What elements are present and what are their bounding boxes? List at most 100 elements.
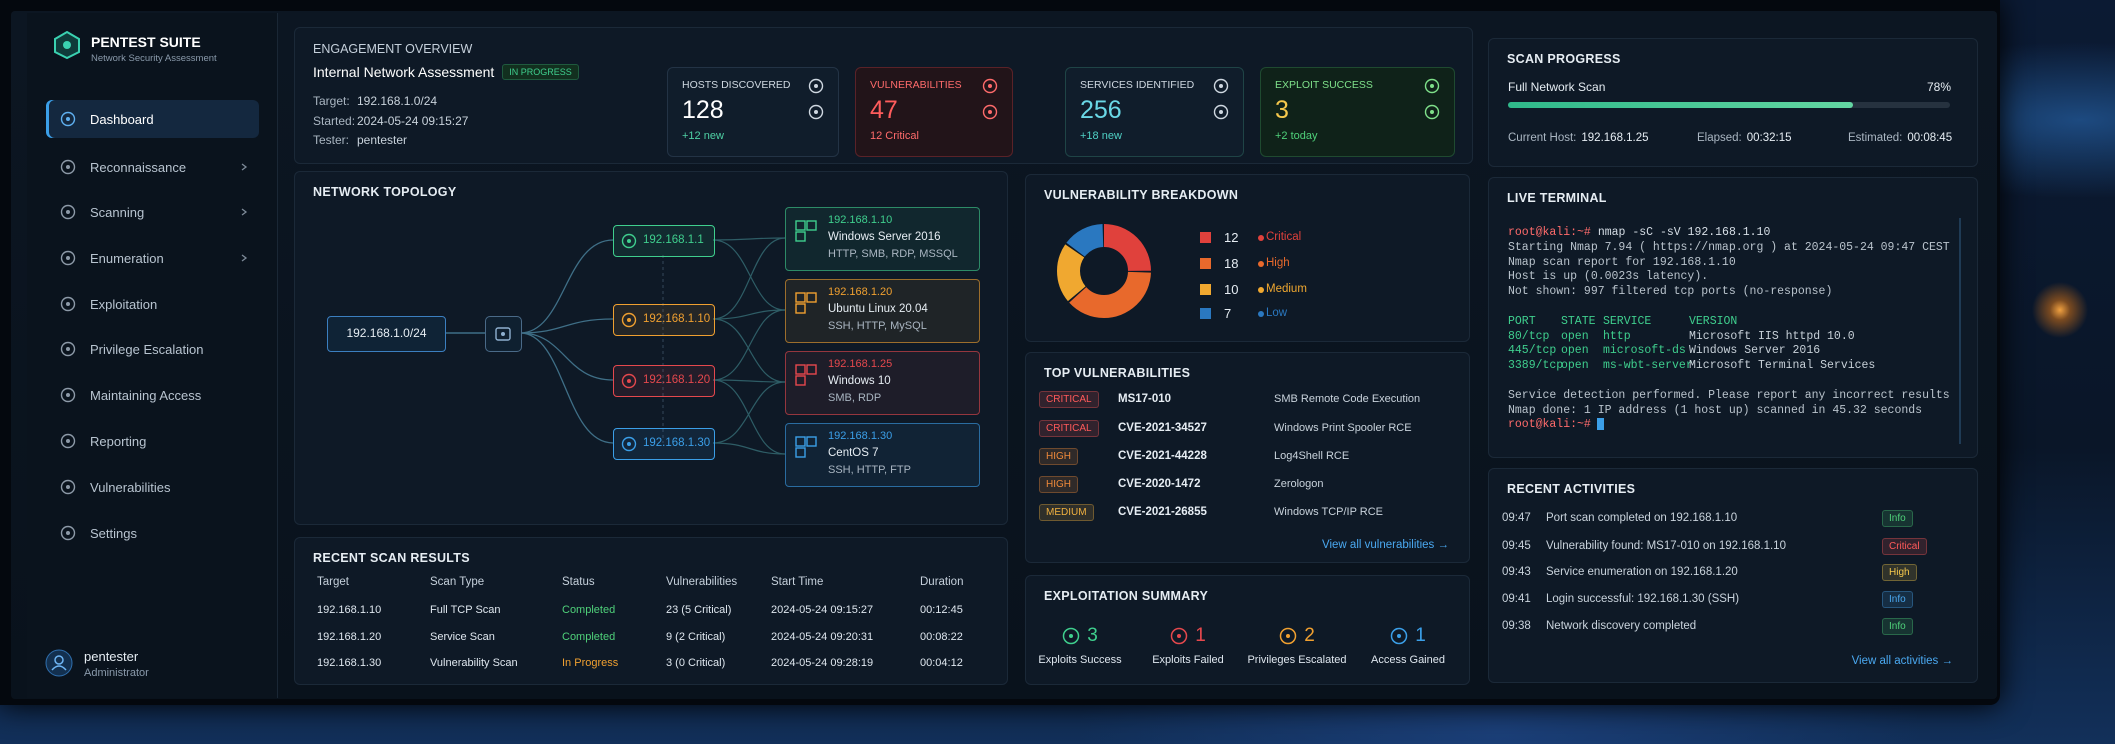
legend-count: 7 xyxy=(1224,306,1232,321)
recent-scans: RECENT SCAN RESULTS Target Scan Type Status… xyxy=(294,537,1008,685)
column-header: Vulnerabilities xyxy=(666,576,738,588)
progress-detail: Estimated: 00:08:45 xyxy=(1848,132,1952,144)
legend-label: Medium xyxy=(1266,283,1307,295)
nav-item[interactable]: Enumeration xyxy=(46,239,259,277)
icon-shape xyxy=(795,292,806,303)
link xyxy=(519,332,614,381)
gateway-node: 192.168.1.30 xyxy=(613,428,715,460)
icon-dot xyxy=(66,256,70,260)
panel-title: NETWORK TOPOLOGY xyxy=(313,185,457,199)
host-os: CentOS 7 xyxy=(828,447,879,459)
vuln-id: CVE-2021-26855 xyxy=(1118,506,1207,518)
stat-card: HOSTS DISCOVERED 128 +12 new xyxy=(667,67,839,157)
exploit-stat: 2 xyxy=(1242,625,1352,647)
nav-item[interactable]: Scanning xyxy=(46,193,259,231)
field-label: Tester: xyxy=(313,133,350,147)
host-node: 192.168.1.30 CentOS 7 SSH, HTTP, FTP xyxy=(785,423,980,487)
view-all-link[interactable]: View all activities → xyxy=(1851,655,1953,667)
nav-label: Scanning xyxy=(90,205,145,220)
activity-text: Port scan completed on 192.168.1.10 xyxy=(1546,512,1738,524)
vuln-id: CVE-2021-44228 xyxy=(1118,450,1207,462)
icon-dot xyxy=(988,84,992,88)
sidebar: PENTEST SUITE Network Security Assessment… xyxy=(27,13,278,698)
terminal-cursor xyxy=(1596,418,1604,431)
nav-item[interactable]: Vulnerabilities xyxy=(46,468,259,506)
icon-shape xyxy=(1213,104,1229,120)
icon-dot xyxy=(66,165,70,169)
exploit-icon xyxy=(1170,627,1188,645)
exploit-icon xyxy=(1390,627,1408,645)
avatar-head xyxy=(54,655,64,665)
stat-card: VULNERABILITIES 47 12 Critical xyxy=(855,67,1013,157)
icon xyxy=(1424,78,1440,94)
exploit-stat: 3 xyxy=(1025,625,1135,647)
table-cell: 192.168.1.10 xyxy=(317,604,382,616)
legend-swatch xyxy=(1200,308,1211,319)
icon-dot xyxy=(1430,110,1434,114)
exploit-count: 1 xyxy=(1195,625,1206,646)
icon-shape xyxy=(795,231,806,242)
icon xyxy=(60,159,76,175)
icon-shape xyxy=(60,250,76,266)
stat-card: SERVICES IDENTIFIED 256 +18 new xyxy=(1065,67,1244,157)
nav-item[interactable]: Exploitation xyxy=(46,285,259,323)
icon xyxy=(1213,78,1229,94)
host-services: SSH, HTTP, MySQL xyxy=(828,320,927,332)
icon-shape xyxy=(806,436,817,447)
overview-heading: Internal Network Assessment IN PROGRESS xyxy=(313,64,579,80)
icon xyxy=(495,327,511,341)
table-cell: Completed xyxy=(562,631,616,643)
host-node: 192.168.1.20 Ubuntu Linux 20.04 SSH, HTTP,… xyxy=(785,279,980,343)
icon-dot xyxy=(627,442,631,446)
nav-item[interactable]: Privilege Escalation xyxy=(46,330,259,368)
terminal-output: Not shown: 997 filtered tcp ports (no-re… xyxy=(1508,285,1833,299)
legend-dot xyxy=(1258,235,1264,241)
severity-badge: CRITICAL xyxy=(1039,391,1099,408)
engagement-name: Internal Network Assessment xyxy=(313,64,495,80)
user-role: Administrator xyxy=(84,667,149,679)
chevron-shape xyxy=(241,254,248,262)
exploit-count: 3 xyxy=(1087,625,1098,646)
nav-item[interactable]: Reporting xyxy=(46,422,259,460)
terminal-output: Nmap done: 1 IP address (1 host up) scan… xyxy=(1508,403,1923,417)
stat-value: 128 xyxy=(682,96,724,124)
panel-title: RECENT SCAN RESULTS xyxy=(313,551,470,565)
icon-shape xyxy=(795,220,806,231)
legend-label: Low xyxy=(1266,307,1288,319)
nav-item[interactable]: Dashboard xyxy=(46,100,259,138)
port-header: STATE xyxy=(1561,314,1596,328)
icon-shape xyxy=(60,341,76,357)
nav-item[interactable]: Maintaining Access xyxy=(46,376,259,414)
logo-core xyxy=(63,41,71,49)
nav-item[interactable]: Settings xyxy=(46,514,259,552)
exploit-label: Exploits Failed xyxy=(1152,654,1224,666)
port-cell: Microsoft IIS httpd 10.0 xyxy=(1689,329,1855,343)
terminal-output: Nmap scan report for 192.168.1.10 xyxy=(1508,255,1736,269)
field-label: Started: xyxy=(313,113,356,128)
icon xyxy=(60,111,76,127)
table-cell: 2024-05-24 09:15:27 xyxy=(771,604,874,616)
table-cell: 192.168.1.30 xyxy=(317,657,382,669)
exploitation-summary: EXPLOITATION SUMMARY 3 Exploits Success 1 Ex… xyxy=(1025,575,1470,685)
port-cell: 3389/tcp xyxy=(1508,359,1564,373)
host-services: HTTP, SMB, RDP, MSSQL xyxy=(828,248,958,260)
terminal-prompt: root@kali:~# xyxy=(1508,418,1591,432)
link xyxy=(519,332,614,444)
vuln-name: Windows TCP/IP RCE xyxy=(1274,506,1384,518)
nav-item[interactable]: Reconnaissance xyxy=(46,148,259,186)
icon-shape xyxy=(806,364,817,375)
port-cell: 80/tcp xyxy=(1508,329,1550,343)
view-all-link[interactable]: View all vulnerabilities → xyxy=(1322,539,1449,551)
table-cell: 192.168.1.20 xyxy=(317,631,382,643)
nav-label: Dashboard xyxy=(90,112,154,127)
activity-text: Service enumeration on 192.168.1.20 xyxy=(1546,566,1738,578)
port-cell: Microsoft Terminal Services xyxy=(1689,359,1876,373)
icon xyxy=(1213,104,1229,120)
port-header: PORT xyxy=(1508,314,1536,328)
icon-shape xyxy=(1424,78,1440,94)
port-cell: microsoft-ds xyxy=(1603,344,1686,358)
status-badge: IN PROGRESS xyxy=(502,64,579,80)
avatar-body xyxy=(51,665,67,671)
icon-shape xyxy=(621,436,637,452)
vuln-id: CVE-2021-34527 xyxy=(1118,422,1207,434)
